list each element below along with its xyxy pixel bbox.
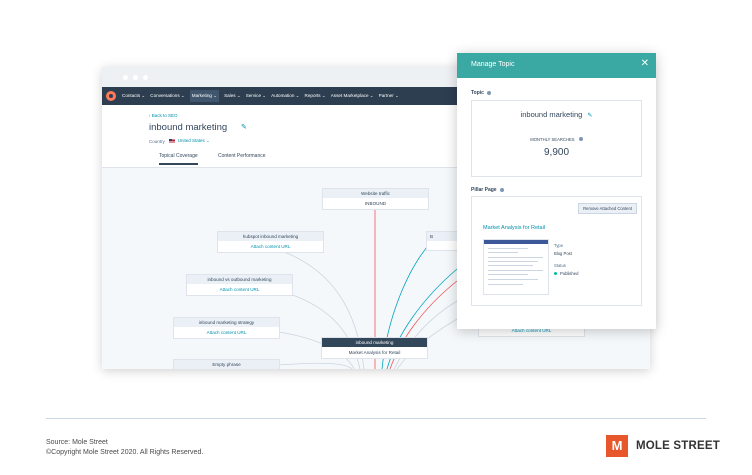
thumbnail-line <box>488 265 533 266</box>
thumbnail-line <box>488 279 538 280</box>
attach-url-link[interactable]: Attach content URL <box>219 287 260 292</box>
status-label: Status <box>554 263 566 268</box>
page-title: inbound marketing <box>149 122 228 133</box>
manage-topic-panel: Manage Topic ✕ Topic inbound marketing ✎… <box>457 53 656 329</box>
footer-divider <box>46 418 706 419</box>
nav-reports[interactable]: Reports ⌄ <box>304 93 326 98</box>
topic-node-strategy[interactable]: inbound marketing strategy Attach conten… <box>173 317 280 339</box>
nav-asset-marketplace[interactable]: Asset Marketplace ⌄ <box>330 93 374 98</box>
logo-text: MOLE STREET <box>636 440 720 452</box>
topic-node-empty[interactable]: Empty phrase <box>173 359 280 369</box>
node-body: INBOUND <box>364 201 387 206</box>
edit-pencil-icon[interactable]: ✎ <box>587 113 593 119</box>
source-text: Source: Mole Street <box>46 439 108 446</box>
connection-line <box>389 280 458 369</box>
topic-node-partial[interactable]: B <box>426 231 466 251</box>
country-select[interactable]: United States ⌄ <box>177 138 210 143</box>
panel-title: Manage Topic <box>471 61 515 68</box>
info-icon[interactable] <box>499 188 504 192</box>
remove-attached-content-button[interactable]: Remove Attached Content <box>578 203 637 214</box>
pillar-post-title[interactable]: Market Analysis for Retail <box>483 225 546 231</box>
nav-contacts[interactable]: Contacts ⌄ <box>122 93 146 98</box>
panel-header: Manage Topic ✕ <box>457 53 656 78</box>
topic-label: Topic <box>471 90 484 96</box>
type-label: Type <box>554 243 564 248</box>
country-row: Country United States ⌄ <box>149 138 210 144</box>
node-title: Empty phrase <box>174 360 279 369</box>
node-body: Market Analysis for Retail <box>348 350 401 355</box>
node-title: inbound vs outbound marketing <box>187 275 292 284</box>
mole-street-logo: M MOLE STREET <box>606 435 720 457</box>
hubspot-logo-icon[interactable] <box>106 91 116 101</box>
type-value: Blog Post <box>554 251 572 256</box>
status-dot-icon <box>554 272 557 275</box>
info-icon[interactable] <box>578 137 583 141</box>
post-thumbnail <box>483 239 549 295</box>
mole-street-logo-icon: M <box>606 435 628 457</box>
tab-topical-coverage[interactable]: Topical Coverage <box>159 153 198 165</box>
thumbnail-line <box>488 248 528 249</box>
thumbnail-line <box>488 270 543 271</box>
attach-url-link[interactable]: Attach content URL <box>250 244 291 249</box>
topic-card: inbound marketing ✎ MONTHLY SEARCHES 9,9… <box>471 100 642 177</box>
node-title: inbound marketing strategy <box>174 318 279 327</box>
country-label: Country <box>149 138 165 144</box>
topic-name-row: inbound marketing ✎ <box>472 110 641 119</box>
thumbnail-header <box>484 240 548 244</box>
footer-source: Source: Mole Street ©Copyright Mole Stre… <box>46 438 203 458</box>
close-icon[interactable]: ✕ <box>640 58 649 69</box>
thumbnail-line <box>488 261 538 262</box>
monthly-searches-label: MONTHLY SEARCHES <box>530 137 575 142</box>
window-dot <box>133 75 138 80</box>
thumbnail-line <box>488 252 518 253</box>
status-value: Published <box>554 271 578 276</box>
nav-partner[interactable]: Partner ⌄ <box>378 93 399 98</box>
attach-url-link[interactable]: Attach content URL <box>206 330 247 335</box>
thumbnail-line <box>488 257 543 258</box>
pillar-page-card: Remove Attached Content Market Analysis … <box>471 196 642 306</box>
window-dot <box>123 75 128 80</box>
node-title: Website traffic <box>323 189 428 198</box>
node-title: inbound marketing <box>322 338 427 347</box>
pillar-node-center[interactable]: inbound marketing Market Analysis for Re… <box>321 337 428 359</box>
node-title: hubspot inbound marketing <box>218 232 323 241</box>
monthly-searches-value: 9,900 <box>543 147 570 158</box>
thumbnail-line <box>488 284 523 285</box>
topic-name: inbound marketing <box>520 110 583 119</box>
thumbnail-line <box>488 274 528 275</box>
window-dot <box>143 75 148 80</box>
pillar-section-label: Pillar Page <box>471 187 504 193</box>
nav-conversations[interactable]: Conversations ⌄ <box>150 93 185 98</box>
attach-url-link[interactable]: Attach content URL <box>511 328 552 333</box>
tab-content-performance[interactable]: Content Performance <box>218 153 266 159</box>
back-link[interactable]: ‹ Back to SEO <box>149 113 178 118</box>
us-flag-icon <box>168 139 175 143</box>
status-text: Published <box>560 271 579 276</box>
topic-node-vs-outbound[interactable]: inbound vs outbound marketing Attach con… <box>186 274 293 296</box>
monthly-searches-row: MONTHLY SEARCHES <box>472 137 641 142</box>
nav-sales[interactable]: Sales ⌄ <box>224 93 241 98</box>
nav-service[interactable]: Service ⌄ <box>245 93 267 98</box>
node-title: B <box>427 232 466 241</box>
topic-node-hubspot-inbound[interactable]: hubspot inbound marketing Attach content… <box>217 231 324 253</box>
pillar-label: Pillar Page <box>471 187 497 193</box>
topic-cluster-canvas: Website traffic INBOUND hubspot inbound … <box>102 169 650 369</box>
connection-line <box>393 300 458 369</box>
nav-marketing[interactable]: Marketing ⌄ <box>189 90 220 102</box>
topic-node-website-traffic[interactable]: Website traffic INBOUND <box>322 188 429 210</box>
info-icon[interactable] <box>486 91 491 95</box>
copyright-text: ©Copyright Mole Street 2020. All Rights … <box>46 449 204 456</box>
edit-pencil-icon[interactable]: ✎ <box>241 124 247 131</box>
nav-automation[interactable]: Automation ⌄ <box>271 93 300 98</box>
topic-section-label: Topic <box>471 90 491 96</box>
